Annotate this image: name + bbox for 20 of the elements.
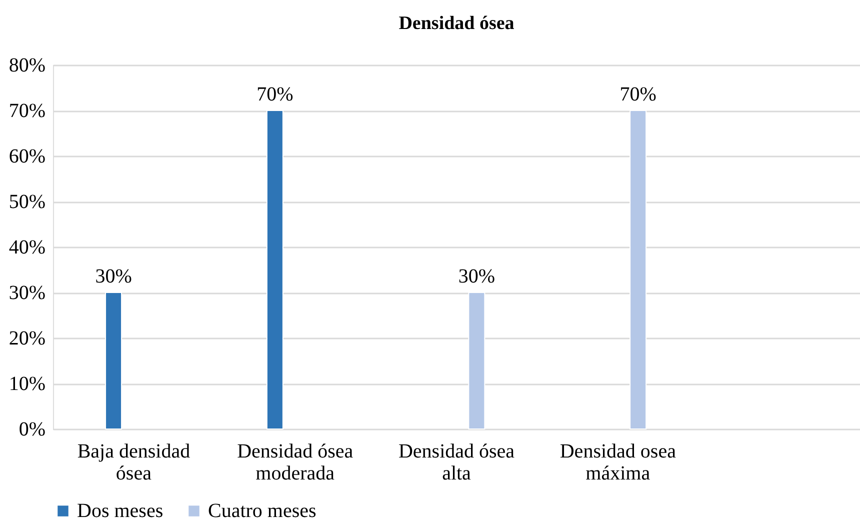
data-label: 70% xyxy=(620,84,656,106)
legend-label: Cuatro meses xyxy=(208,500,317,522)
legend-label: Dos meses xyxy=(77,500,164,522)
x-tick-label: Densidad ósea alta xyxy=(398,440,515,484)
y-tick-label: 50% xyxy=(8,191,46,213)
y-tick-label: 10% xyxy=(8,373,46,395)
y-tick-label: 70% xyxy=(8,100,46,122)
y-tick-label: 40% xyxy=(8,236,46,258)
y-tick-label: 80% xyxy=(8,54,46,76)
y-tick-label: 20% xyxy=(8,328,46,350)
chart-title: Densidad ósea xyxy=(398,13,515,34)
x-tick-label: Baja densidad ósea xyxy=(77,440,190,484)
x-tick-label: Densidad osea máxima xyxy=(560,440,676,484)
x-tick-label: Densidad ósea moderada xyxy=(237,440,354,484)
y-tick-label: 30% xyxy=(8,282,46,304)
data-label: 70% xyxy=(256,84,294,106)
data-label: 30% xyxy=(95,266,132,288)
data-label: 30% xyxy=(458,266,496,288)
y-tick-label: 0% xyxy=(18,418,46,440)
y-tick-label: 60% xyxy=(8,146,46,168)
